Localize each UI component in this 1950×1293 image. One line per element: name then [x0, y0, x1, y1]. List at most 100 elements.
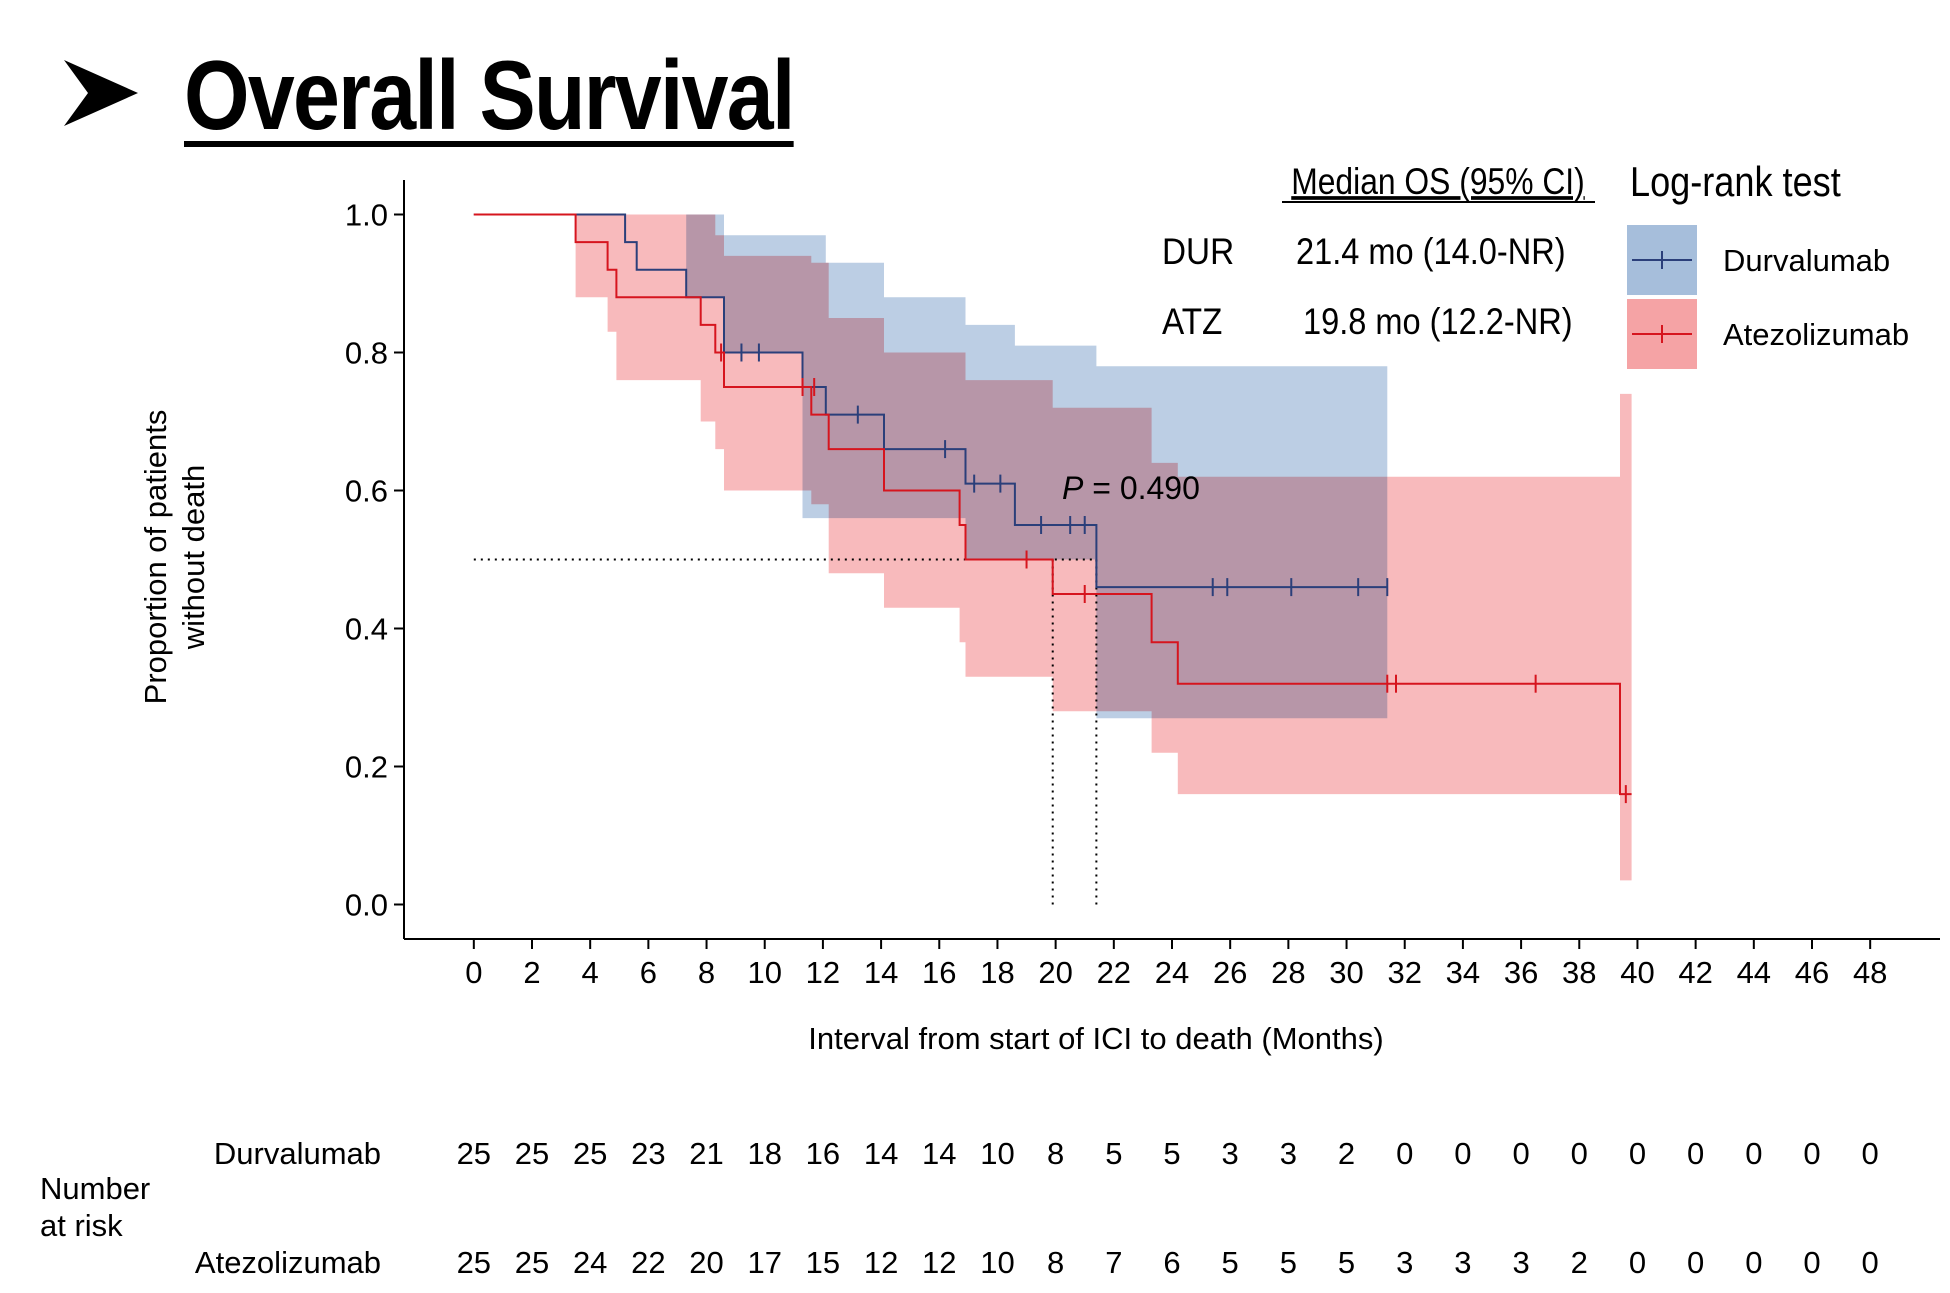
x-tick-label: 42: [1678, 955, 1712, 990]
risk-value-durvalumab: 23: [631, 1136, 665, 1171]
median-row-label-dur: DUR: [1162, 231, 1234, 272]
risk-value-atezolizumab: 6: [1163, 1245, 1180, 1280]
risk-value-durvalumab: 25: [515, 1136, 549, 1171]
arrowhead-bullet-icon: [64, 60, 138, 126]
risk-value-atezolizumab: 3: [1454, 1245, 1471, 1280]
risk-value-atezolizumab: 17: [747, 1245, 781, 1280]
risk-value-durvalumab: 5: [1163, 1136, 1180, 1171]
x-tick-label: 2: [523, 955, 540, 990]
risk-row-label-atezolizumab: Atezolizumab: [195, 1245, 381, 1280]
risk-value-atezolizumab: 5: [1280, 1245, 1297, 1280]
x-tick-label: 24: [1155, 955, 1189, 990]
risk-table-title-line1: Number: [40, 1171, 150, 1206]
legend-label-atezolizumab: Atezolizumab: [1723, 317, 1909, 352]
risk-value-atezolizumab: 3: [1396, 1245, 1413, 1280]
risk-value-durvalumab: 10: [980, 1136, 1014, 1171]
title-block: Overall Survival: [62, 40, 962, 160]
x-tick-label: 38: [1562, 955, 1596, 990]
x-tick-label: 4: [582, 955, 599, 990]
x-tick-label: 22: [1097, 955, 1131, 990]
x-tick-label: 6: [640, 955, 657, 990]
x-tick-label: 46: [1795, 955, 1829, 990]
x-tick-label: 48: [1853, 955, 1887, 990]
risk-value-durvalumab: 0: [1454, 1136, 1471, 1171]
risk-value-durvalumab: 3: [1280, 1136, 1297, 1171]
x-tick-label: 12: [806, 955, 840, 990]
x-tick-label: 18: [980, 955, 1014, 990]
risk-value-durvalumab: 25: [457, 1136, 491, 1171]
risk-value-durvalumab: 14: [922, 1136, 956, 1171]
median-row-label-atz: ATZ: [1162, 301, 1222, 342]
x-axis-label: Interval from start of ICI to death (Mon…: [808, 1021, 1383, 1056]
median-os-table: Median OS (95% CI) DUR 21.4 mo (14.0-NR)…: [1162, 162, 1595, 342]
y-tick-label: 0.4: [345, 612, 388, 647]
y-tick-label: 0.6: [345, 474, 388, 509]
x-tick-label: 14: [864, 955, 898, 990]
x-tick-label: 32: [1387, 955, 1421, 990]
page-title: Overall Survival: [184, 40, 795, 150]
risk-value-atezolizumab: 0: [1687, 1245, 1704, 1280]
risk-value-durvalumab: 3: [1222, 1136, 1239, 1171]
x-tick-label: 34: [1446, 955, 1480, 990]
legend-label-durvalumab: Durvalumab: [1723, 243, 1890, 278]
risk-value-durvalumab: 0: [1745, 1136, 1762, 1171]
risk-value-durvalumab: 0: [1687, 1136, 1704, 1171]
risk-value-durvalumab: 0: [1803, 1136, 1820, 1171]
risk-value-atezolizumab: 8: [1047, 1245, 1064, 1280]
legend-title: Log-rank test: [1630, 160, 1841, 206]
risk-value-atezolizumab: 0: [1745, 1245, 1762, 1280]
median-row-value-atz: 19.8 mo (12.2-NR): [1303, 301, 1573, 342]
x-tick-label: 44: [1737, 955, 1771, 990]
risk-value-durvalumab: 0: [1629, 1136, 1646, 1171]
y-tick-label: 0.2: [345, 750, 388, 785]
y-axis-label-line1: Proportion of patients: [138, 410, 173, 705]
risk-table: Number at risk Durvalumab Atezolizumab 2…: [40, 1136, 1879, 1280]
risk-value-durvalumab: 21: [689, 1136, 723, 1171]
y-axis-label-line2: without death: [176, 465, 211, 650]
y-axis-label: Proportion of patients without death: [138, 410, 211, 705]
confidence-bands: [473, 214, 1632, 881]
x-tick-label: 20: [1038, 955, 1072, 990]
x-tick-label: 26: [1213, 955, 1247, 990]
median-row-value-dur: 21.4 mo (14.0-NR): [1296, 231, 1566, 272]
survival-curve-atezolizumab: [473, 213, 1632, 796]
censor-marks: [720, 343, 1627, 804]
risk-value-durvalumab: 25: [573, 1136, 607, 1171]
risk-value-atezolizumab: 12: [922, 1245, 956, 1280]
legend: Log-rank test Durvalumab Atezolizumab: [1627, 160, 1909, 369]
risk-row-label-durvalumab: Durvalumab: [214, 1136, 381, 1171]
x-tick-label: 40: [1620, 955, 1654, 990]
y-tick-label: 0.0: [345, 888, 388, 923]
risk-table-title-line2: at risk: [40, 1208, 123, 1243]
risk-value-atezolizumab: 25: [515, 1245, 549, 1280]
p-value-annotation: P = 0.490: [1062, 470, 1200, 506]
risk-value-atezolizumab: 0: [1862, 1245, 1879, 1280]
risk-value-durvalumab: 0: [1512, 1136, 1529, 1171]
risk-value-atezolizumab: 15: [806, 1245, 840, 1280]
risk-value-atezolizumab: 24: [573, 1245, 607, 1280]
risk-value-durvalumab: 0: [1571, 1136, 1588, 1171]
x-tick-label: 30: [1329, 955, 1363, 990]
risk-value-atezolizumab: 22: [631, 1245, 665, 1280]
risk-value-durvalumab: 16: [806, 1136, 840, 1171]
risk-value-durvalumab: 0: [1396, 1136, 1413, 1171]
y-tick-label: 1.0: [345, 198, 388, 233]
risk-value-atezolizumab: 7: [1105, 1245, 1122, 1280]
x-tick-label: 8: [698, 955, 715, 990]
risk-value-atezolizumab: 25: [457, 1245, 491, 1280]
risk-value-durvalumab: 14: [864, 1136, 898, 1171]
risk-value-atezolizumab: 0: [1629, 1245, 1646, 1280]
x-tick-label: 28: [1271, 955, 1305, 990]
median-table-header: Median OS (95% CI): [1291, 162, 1585, 203]
risk-table-values: 25 25 25 23 21 18 16 14 14 10 8 5 5 3 3 2 0 0 0 0 0 0 0 0 025 25 2…: [457, 1136, 1879, 1280]
risk-value-durvalumab: 5: [1105, 1136, 1122, 1171]
risk-value-atezolizumab: 0: [1803, 1245, 1820, 1280]
risk-value-atezolizumab: 20: [689, 1245, 723, 1280]
risk-value-durvalumab: 2: [1338, 1136, 1355, 1171]
risk-value-atezolizumab: 3: [1512, 1245, 1529, 1280]
risk-value-durvalumab: 0: [1862, 1136, 1879, 1171]
risk-value-atezolizumab: 10: [980, 1245, 1014, 1280]
x-tick-label: 10: [747, 955, 781, 990]
risk-value-atezolizumab: 5: [1338, 1245, 1355, 1280]
